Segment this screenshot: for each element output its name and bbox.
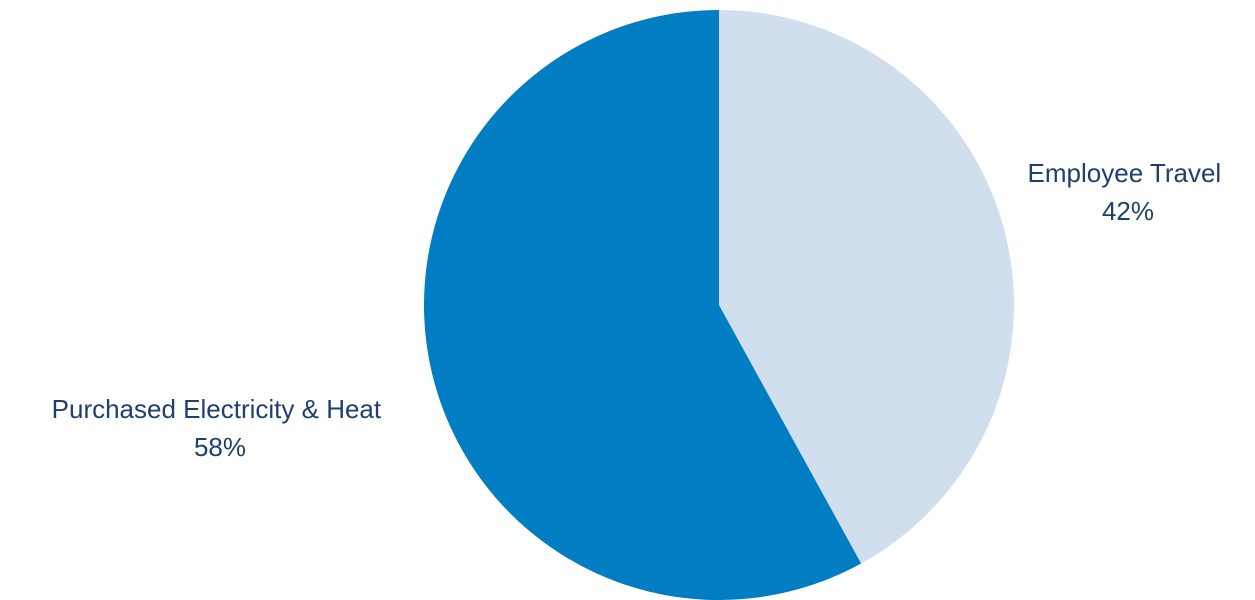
label-employee-travel: Employee Travel 42%	[1028, 158, 1229, 226]
label-employee-travel-name: Employee Travel	[1028, 158, 1222, 188]
label-purchased-electricity-heat-name: Purchased Electricity & Heat	[52, 394, 382, 424]
pie-slice-purchased-electricity-heat	[424, 10, 862, 600]
label-employee-travel-value: 42%	[1102, 196, 1154, 226]
label-purchased-electricity-heat: Purchased Electricity & Heat 58%	[52, 394, 389, 462]
pie-slice-employee-travel	[719, 10, 1015, 564]
pie-slices	[424, 10, 1015, 600]
label-purchased-electricity-heat-value: 58%	[194, 432, 246, 462]
